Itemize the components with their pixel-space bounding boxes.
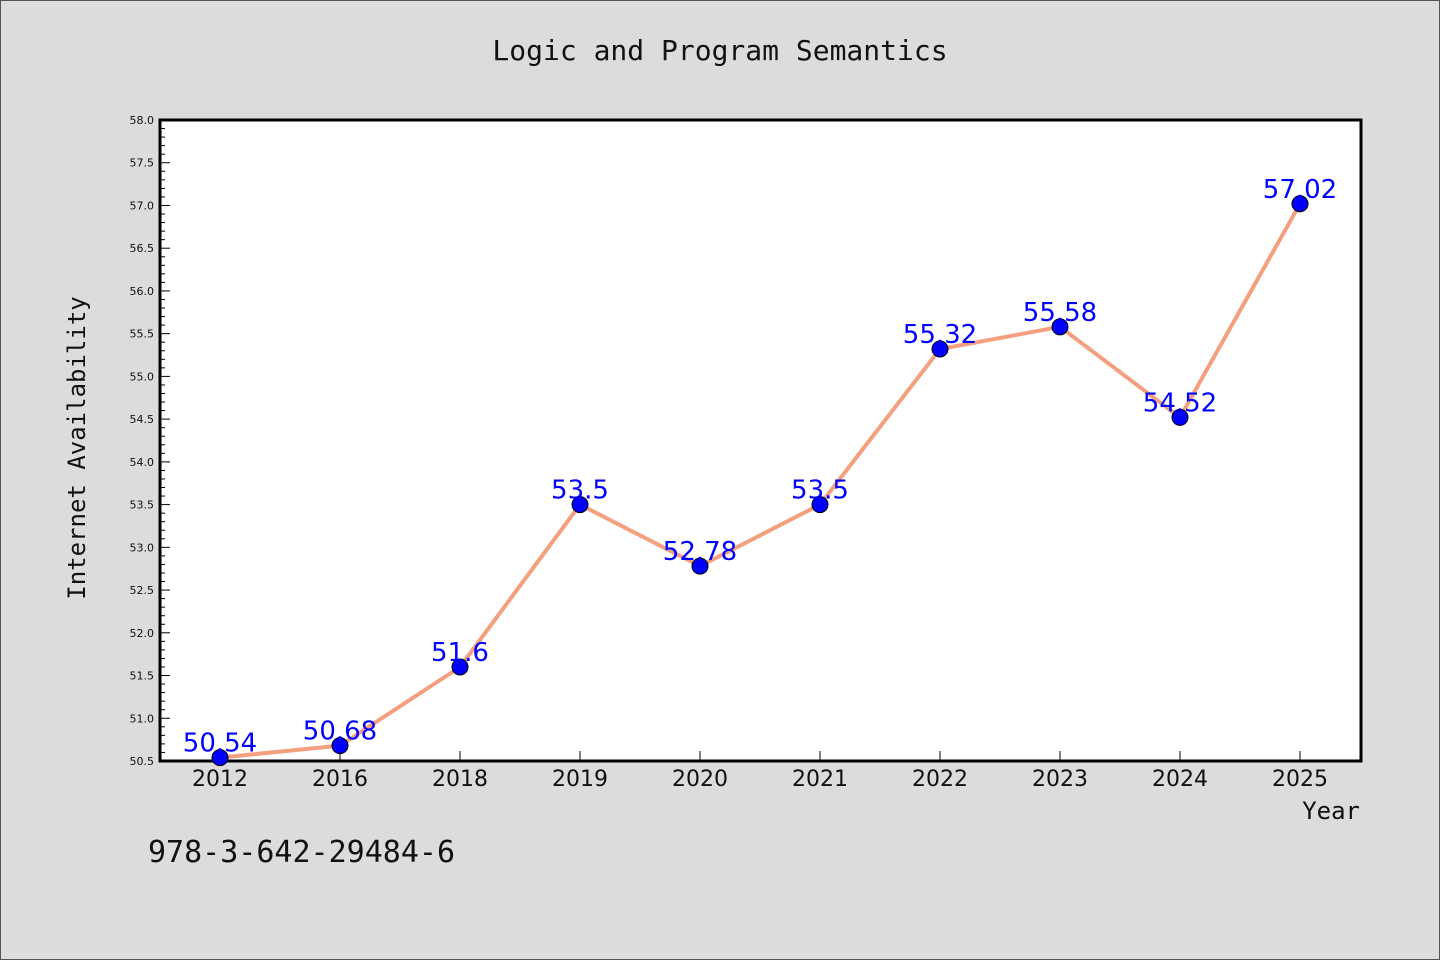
data-label: 55.32 bbox=[903, 320, 977, 350]
data-label: 53.5 bbox=[551, 476, 609, 506]
x-tick-label: 2018 bbox=[432, 767, 488, 792]
data-point bbox=[811, 496, 829, 514]
y-tick-label: 54.0 bbox=[130, 456, 155, 469]
x-tick-label: 2025 bbox=[1272, 767, 1328, 792]
y-tick-label: 51.0 bbox=[130, 712, 155, 725]
x-tick-label: 2024 bbox=[1152, 767, 1208, 792]
x-tick-label: 2020 bbox=[672, 767, 728, 792]
y-tick-label: 56.0 bbox=[130, 285, 155, 298]
data-label: 50.68 bbox=[303, 717, 377, 747]
data-label: 51.6 bbox=[431, 638, 489, 668]
y-tick-label: 55.0 bbox=[130, 370, 155, 383]
y-tick-label: 53.5 bbox=[130, 499, 155, 512]
x-tick-label: 2022 bbox=[912, 767, 968, 792]
data-label: 52.78 bbox=[663, 537, 737, 567]
plot-area bbox=[158, 118, 1363, 763]
series-line bbox=[219, 202, 1302, 760]
y-tick-label: 51.5 bbox=[130, 670, 155, 683]
y-tick-label: 57.5 bbox=[130, 157, 155, 170]
data-label: 57.02 bbox=[1263, 175, 1337, 205]
data-point bbox=[1171, 408, 1189, 426]
isbn-text: 978-3-642-29484-6 bbox=[148, 835, 456, 870]
y-tick-label: 58.0 bbox=[130, 114, 155, 127]
x-axis-label: Year bbox=[1302, 797, 1360, 825]
y-tick-label: 56.5 bbox=[130, 242, 155, 255]
data-label: 55.58 bbox=[1023, 298, 1097, 328]
x-tick-label: 2021 bbox=[792, 767, 848, 792]
y-tick-label: 52.0 bbox=[130, 627, 155, 640]
x-tick-label: 2016 bbox=[312, 767, 368, 792]
y-tick-label: 53.0 bbox=[130, 541, 155, 554]
data-label: 53.5 bbox=[791, 476, 849, 506]
data-point bbox=[331, 737, 349, 755]
x-tick-label: 2019 bbox=[552, 767, 608, 792]
x-tick-label: 2023 bbox=[1032, 767, 1088, 792]
data-point bbox=[931, 340, 949, 358]
data-point bbox=[211, 749, 229, 767]
data-point bbox=[1291, 195, 1309, 213]
y-tick-label: 52.5 bbox=[130, 584, 155, 597]
data-point bbox=[691, 557, 709, 575]
y-tick-label: 57.0 bbox=[130, 199, 155, 212]
data-label: 50.54 bbox=[183, 729, 257, 759]
data-point bbox=[1051, 318, 1069, 336]
x-tick-label: 2012 bbox=[192, 767, 248, 792]
chart-title: Logic and Program Semantics bbox=[492, 34, 948, 67]
data-point bbox=[571, 496, 589, 514]
data-point bbox=[451, 658, 469, 676]
data-label: 54.52 bbox=[1143, 388, 1217, 418]
y-tick-label: 55.5 bbox=[130, 328, 155, 341]
y-tick-label: 50.5 bbox=[130, 755, 155, 768]
y-tick-label: 54.5 bbox=[130, 413, 155, 426]
